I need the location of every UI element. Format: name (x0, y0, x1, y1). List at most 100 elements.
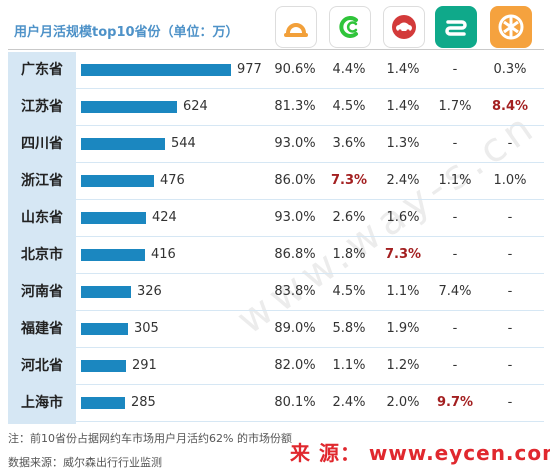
category-label: 河南省 (21, 284, 63, 300)
share-cell: 83.8% (274, 284, 316, 299)
bar-value-label: 285 (131, 395, 156, 410)
chart-title: 用户月活规模top10省份（单位：万） (14, 25, 239, 40)
share-cell: 4.5% (332, 99, 366, 114)
bar (81, 397, 125, 409)
category-label: 山东省 (21, 210, 63, 226)
share-cell: - (452, 247, 458, 262)
share-cell: 93.0% (274, 136, 316, 151)
share-cell: 90.6% (274, 62, 316, 77)
bar (81, 360, 126, 372)
chart-row: 福建省 305 89.0% 5.8% 1.9% - - (8, 311, 544, 348)
category-label: 北京市 (21, 247, 63, 263)
didi-icon (275, 6, 317, 48)
bar-value-label: 476 (160, 173, 185, 188)
chart-row: 上海市 285 80.1% 2.4% 2.0% 9.7% - (8, 385, 544, 422)
meituan-icon (490, 6, 532, 48)
bar (81, 101, 177, 113)
category-label: 上海市 (21, 395, 63, 411)
share-cell: 2.0% (386, 395, 420, 410)
share-cell: - (452, 321, 458, 336)
share-cell: 7.3% (330, 173, 368, 188)
caocao-icon (329, 6, 371, 48)
bar (81, 138, 165, 150)
share-cell: 2.4% (386, 173, 420, 188)
bar-value-label: 977 (237, 62, 262, 77)
row-divider (8, 199, 544, 200)
category-label: 河北省 (21, 358, 63, 374)
share-cell: 1.7% (438, 99, 472, 114)
footnote: 注：前10省份占据网约车市场用户月活约62% 的市场份额 (8, 432, 292, 445)
row-divider (8, 162, 544, 163)
share-cell: - (507, 395, 513, 410)
row-divider (8, 88, 544, 89)
share-cell: 0.3% (493, 62, 527, 77)
share-cell: - (452, 136, 458, 151)
chart-row: 江苏省 624 81.3% 4.5% 1.4% 1.7% 8.4% (8, 89, 544, 126)
share-cell: - (452, 358, 458, 373)
chart-row: 浙江省 476 86.0% 7.3% 2.4% 1.1% 1.0% (8, 163, 544, 200)
bar (81, 286, 131, 298)
share-cell: 5.8% (332, 321, 366, 336)
share-cell: - (452, 62, 458, 77)
bar (81, 64, 231, 76)
share-cell: - (507, 136, 513, 151)
share-cell: 86.8% (274, 247, 316, 262)
category-label: 江苏省 (21, 99, 63, 115)
share-cell: 9.7% (436, 395, 474, 410)
shenzhou-icon (435, 6, 477, 48)
bar-value-label: 291 (132, 358, 157, 373)
row-divider (8, 273, 544, 274)
bar-value-label: 326 (137, 284, 162, 299)
bar (81, 175, 154, 187)
chart-row: 四川省 544 93.0% 3.6% 1.3% - - (8, 126, 544, 163)
chart-row: 山东省 424 93.0% 2.6% 1.6% - - (8, 200, 544, 237)
share-cell: 1.4% (386, 62, 420, 77)
category-label: 福建省 (21, 321, 63, 337)
share-cell: 86.0% (274, 173, 316, 188)
row-divider (8, 421, 544, 422)
chart-row: 广东省 977 90.6% 4.4% 1.4% - 0.3% (8, 52, 544, 89)
share-cell: 8.4% (491, 99, 529, 114)
share-cell: 1.4% (386, 99, 420, 114)
share-cell: 4.4% (332, 62, 366, 77)
source-watermark: 来 源： www.eycen.com (290, 441, 550, 465)
bar (81, 212, 146, 224)
row-divider (8, 125, 544, 126)
share-cell: - (507, 284, 513, 299)
share-cell: - (507, 321, 513, 336)
share-cell: 2.6% (332, 210, 366, 225)
header-divider (8, 49, 544, 50)
share-cell: - (507, 247, 513, 262)
row-divider (8, 384, 544, 385)
share-cell: 1.2% (386, 358, 420, 373)
bar-value-label: 305 (134, 321, 159, 336)
share-cell: 1.6% (386, 210, 420, 225)
share-cell: 7.4% (438, 284, 472, 299)
bar-value-label: 424 (152, 210, 177, 225)
bar-value-label: 544 (171, 136, 196, 151)
share-cell: 82.0% (274, 358, 316, 373)
share-cell: 80.1% (274, 395, 316, 410)
share-cell: 89.0% (274, 321, 316, 336)
share-cell: 93.0% (274, 210, 316, 225)
chart-row: 河北省 291 82.0% 1.1% 1.2% - - (8, 348, 544, 385)
row-divider (8, 347, 544, 348)
category-label: 广东省 (21, 62, 63, 78)
share-cell: 2.4% (332, 395, 366, 410)
share-cell: 1.1% (332, 358, 366, 373)
category-label: 四川省 (21, 136, 63, 152)
share-cell: 1.8% (332, 247, 366, 262)
share-cell: - (507, 358, 513, 373)
row-divider (8, 236, 544, 237)
share-cell: - (452, 210, 458, 225)
bar-value-label: 416 (151, 247, 176, 262)
chart-row: 河南省 326 83.8% 4.5% 1.1% 7.4% - (8, 274, 544, 311)
row-divider (8, 310, 544, 311)
source-label: 数据来源：威尔森出行行业监测 (8, 456, 162, 469)
share-cell: 1.0% (493, 173, 527, 188)
share-cell: 81.3% (274, 99, 316, 114)
share-cell: 1.1% (438, 173, 472, 188)
bar (81, 323, 128, 335)
share-cell: 1.3% (386, 136, 420, 151)
share-cell: - (507, 210, 513, 225)
